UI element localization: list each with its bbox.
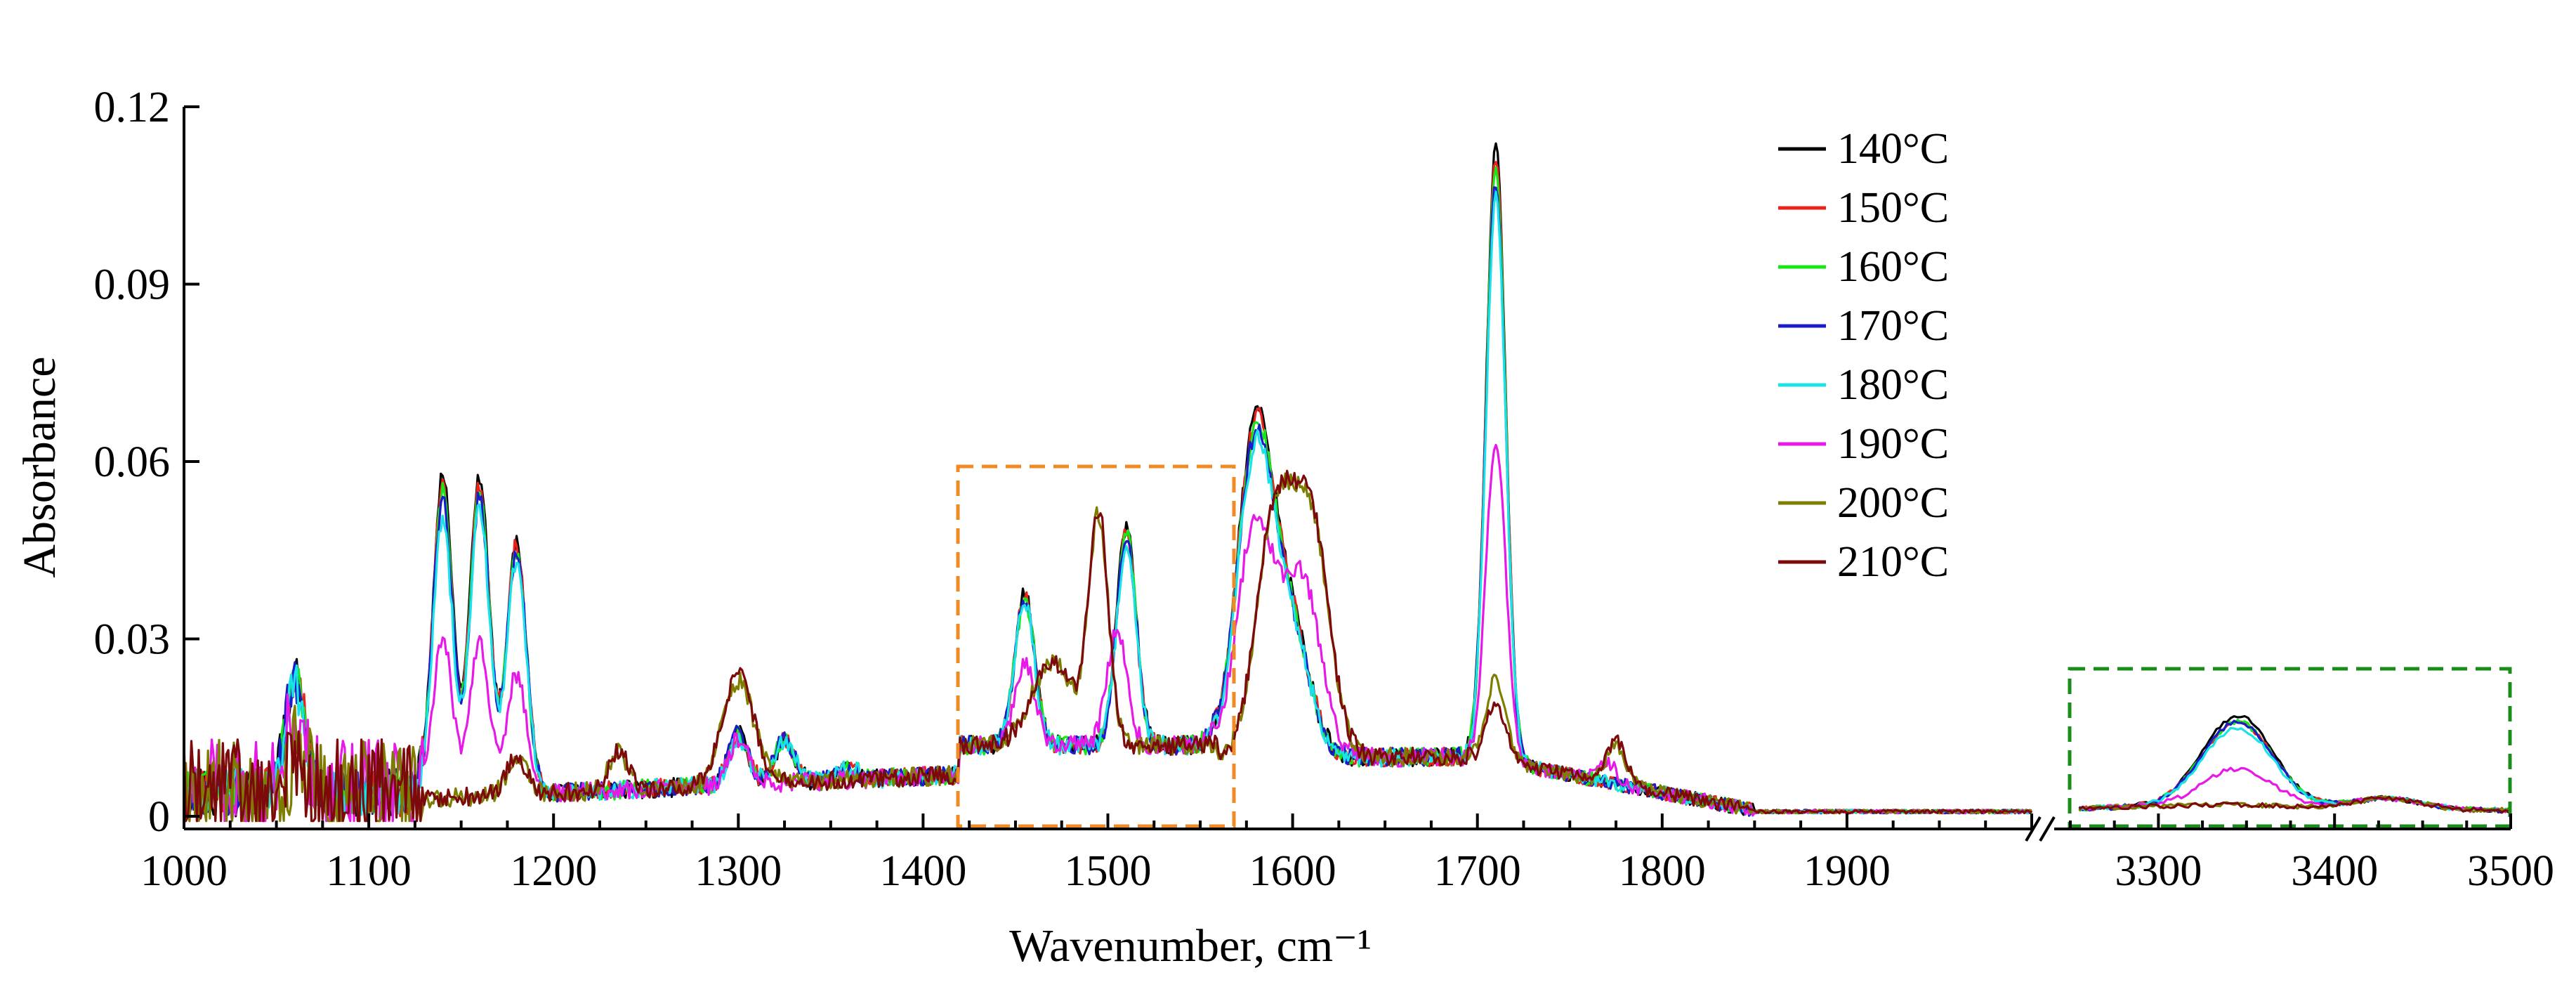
x-tick-label: 1200 — [510, 847, 597, 895]
legend-label: 140°C — [1837, 125, 1949, 173]
x-tick-label: 1800 — [1619, 847, 1706, 895]
x-tick-label: 3400 — [2291, 847, 2378, 895]
legend-label: 180°C — [1837, 361, 1949, 409]
plot-lines — [183, 142, 2510, 823]
legend-label: 200°C — [1837, 479, 1949, 527]
x-ticks: 1000 1100 1200 1300 1400 1500 1600 1700 1800 1900… — [140, 813, 2554, 895]
legend-label: 160°C — [1837, 243, 1949, 291]
y-tick-label: 0 — [148, 793, 170, 841]
x-tick-label: 1900 — [1803, 847, 1891, 895]
y-ticks: 0 0.03 0.06 0.09 0.12 — [94, 84, 199, 841]
x-tick-label: 3500 — [2467, 847, 2554, 895]
x-tick-label: 1500 — [1065, 847, 1152, 895]
legend-label: 190°C — [1837, 420, 1949, 468]
y-tick-label: 0.12 — [94, 84, 171, 131]
x-tick-label: 1700 — [1434, 847, 1521, 895]
y-tick-label: 0.03 — [94, 616, 171, 664]
x-tick-label: 1100 — [326, 847, 412, 895]
x-tick-label: 1600 — [1249, 847, 1336, 895]
x-tick-label: 3300 — [2115, 847, 2202, 895]
x-tick-label: 1000 — [140, 847, 228, 895]
legend-label: 150°C — [1837, 184, 1949, 232]
x-tick-label: 1400 — [879, 847, 966, 895]
highlight-box-orange — [956, 464, 1236, 828]
y-axis-title: Absorbance — [14, 356, 65, 577]
legend-label: 170°C — [1837, 302, 1949, 350]
y-tick-label: 0.09 — [94, 261, 171, 309]
legend: 140°C 150°C 160°C 170°C 180°C 190°C 200°C 210°C — [1778, 125, 1949, 586]
y-tick-label: 0.06 — [94, 438, 171, 486]
x-axis-title: Wavenumber, cm⁻¹ — [1009, 920, 1372, 972]
legend-label: 210°C — [1837, 538, 1949, 586]
series-line-7 — [183, 469, 2509, 823]
x-tick-label: 1300 — [695, 847, 782, 895]
